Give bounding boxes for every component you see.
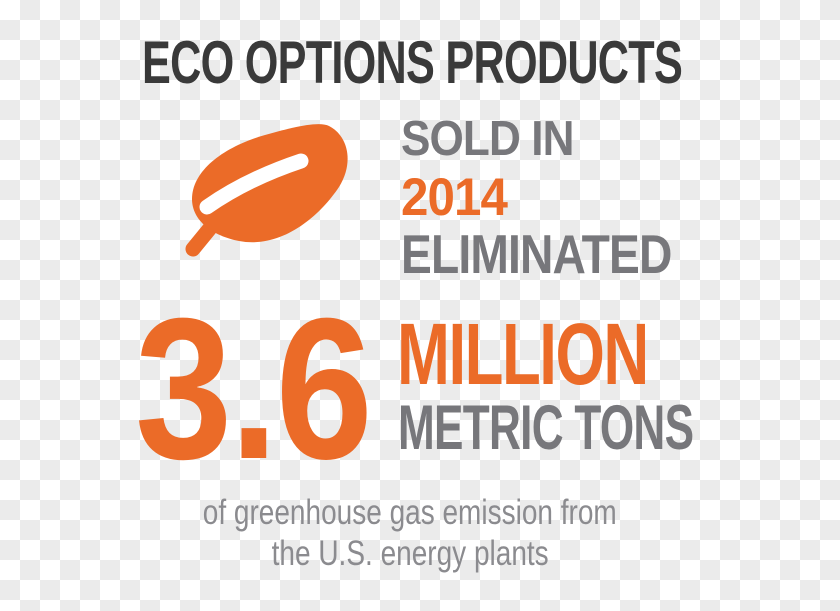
- subtitle-year-text: 2014: [401, 168, 508, 227]
- subtitle-year: 2014: [401, 171, 515, 224]
- stat-unit-metric-tons-text: METRIC TONS: [398, 393, 694, 463]
- stat-unit-million-text: MILLION: [397, 306, 649, 403]
- subtitle-eliminated: ELIMINATED: [401, 227, 723, 282]
- stat-unit-million: MILLION: [397, 311, 741, 398]
- stat-value: 3.6: [135, 288, 405, 489]
- caption-line-2: the U.S. energy plants: [0, 536, 820, 571]
- subtitle-eliminated-text: ELIMINATED: [401, 223, 672, 285]
- leaf-vein: [199, 153, 309, 215]
- leaf-icon: [185, 124, 348, 257]
- subtitle-sold-in: SOLD IN: [401, 115, 593, 164]
- leaf-body: [192, 124, 348, 243]
- page-title: ECO OPTIONS PRODUCTS: [142, 33, 840, 93]
- page-title-text: ECO OPTIONS PRODUCTS: [142, 29, 683, 96]
- leaf-stem: [185, 219, 219, 257]
- caption-line-1-text: of greenhouse gas emission from: [203, 493, 617, 532]
- caption-line-1: of greenhouse gas emission from: [0, 495, 820, 530]
- stat-unit-metric-tons: METRIC TONS: [398, 397, 820, 460]
- stat-value-text: 3.6: [135, 276, 373, 501]
- subtitle-sold-in-text: SOLD IN: [401, 112, 574, 166]
- caption-line-2-text: the U.S. energy plants: [271, 534, 549, 573]
